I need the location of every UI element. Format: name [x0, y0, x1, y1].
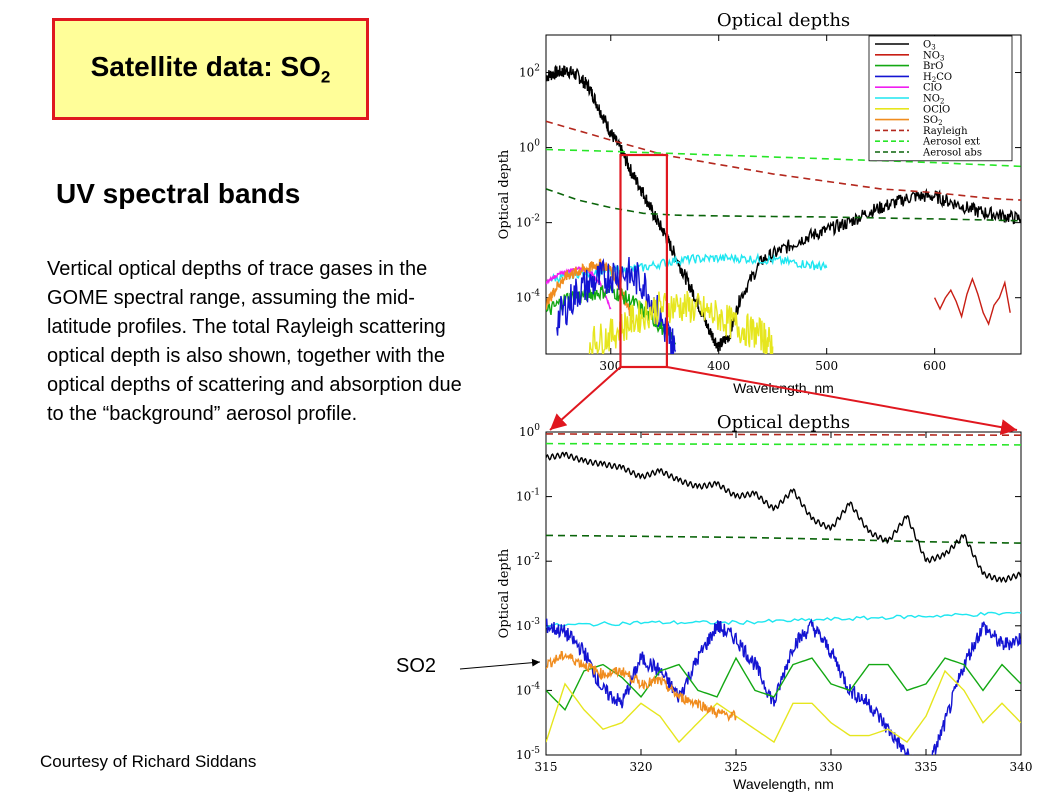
chart-2: Optical depths 315 320 325 330 335 340 100 10-1 1…: [497, 412, 1032, 792]
x-tick-label: 325: [725, 760, 748, 774]
y-tick-label: 100: [519, 139, 540, 155]
y-tick-label: 100: [519, 423, 540, 439]
x-tick-label: 600: [923, 359, 946, 373]
x-tick-label: 500: [815, 359, 838, 373]
x-tick-label: 340: [1010, 760, 1033, 774]
plot-area: [546, 64, 1021, 354]
series-oclo: [546, 669, 1021, 744]
series-aerosol-ext: [546, 148, 1021, 168]
y-tick-label: 10-5: [516, 746, 540, 762]
series-no2: [546, 611, 1021, 628]
series-aerosol-abs: [546, 534, 1021, 544]
x-tick-label: 300: [599, 359, 622, 373]
y-tick-label: 10-2: [516, 214, 540, 230]
series-o3: [546, 451, 1021, 584]
zoom-arrow-right: [666, 366, 1018, 436]
y-tick-label: 10-4: [516, 289, 540, 305]
legend-label: OClO: [923, 104, 950, 115]
zoom-arrow-left: [549, 366, 622, 431]
section-heading: UV spectral bands: [56, 178, 301, 209]
y-axis-label: Optical depth: [497, 149, 512, 239]
slide-title: Satellite data: SO2: [90, 50, 331, 87]
y-tick-label: 10-3: [516, 617, 540, 633]
legend-label: H2CO: [923, 72, 952, 84]
so2-annotation-label: SO2: [396, 655, 437, 677]
legend-label: Aerosol abs: [922, 148, 982, 159]
y-tick-label: 102: [519, 64, 540, 80]
y-tick-label: 10-2: [516, 552, 540, 568]
legend-label: O3: [923, 40, 936, 52]
series-o3: [546, 64, 1021, 352]
legend-label: NO2: [923, 94, 944, 106]
series-oclo: [588, 290, 774, 354]
series-bro: [546, 656, 1021, 712]
legend-label: ClO: [923, 83, 942, 94]
y-tick-label: 10-1: [516, 488, 540, 504]
plot-area: [546, 433, 1021, 755]
series-aerosol-ext: [546, 442, 1021, 446]
series-aerosol-abs: [546, 188, 1021, 222]
legend: O3NO3BrOH2COClONO2OClOSO2RayleighAerosol…: [868, 35, 1013, 162]
courtesy-credit: Courtesy of Richard Siddans: [40, 752, 257, 771]
series-rayleigh: [546, 120, 1021, 201]
series-no2: [550, 252, 828, 284]
series-rayleigh: [546, 433, 1021, 436]
y-tick-label: 10-4: [516, 681, 540, 697]
series-h2co: [546, 618, 1021, 755]
legend-label: BrO: [923, 61, 943, 72]
y-axis-label: Optical depth: [497, 548, 512, 638]
chart-title: Optical depths: [717, 412, 850, 433]
legend-label: Rayleigh: [923, 126, 968, 137]
plot-frame: [545, 431, 1022, 756]
so2-annotation-arrow: [459, 658, 541, 670]
series-so2: [546, 650, 737, 723]
x-tick-label: 335: [915, 760, 938, 774]
legend-label: Aerosol ext: [922, 137, 980, 148]
series-clo: [546, 266, 612, 310]
zoom-region-box: [619, 153, 669, 369]
legend-label: SO2: [923, 115, 943, 127]
title-box: Satellite data: SO2: [52, 18, 369, 120]
x-tick-label: 320: [630, 760, 653, 774]
series-no3: [933, 276, 1011, 326]
legend-label: NO3: [923, 50, 944, 62]
x-tick-label: 330: [820, 760, 843, 774]
chart-title: Optical depths: [717, 10, 850, 31]
description-text: Vertical optical depths of trace gases i…: [47, 258, 462, 425]
x-tick-label: 315: [535, 760, 558, 774]
chart-1: Optical depths 300 400 500 600 102 100 10-2 10-4…: [497, 10, 1022, 396]
plot-frame: [545, 34, 1022, 355]
x-tick-label: 400: [707, 359, 730, 373]
x-axis-label: Wavelength, nm: [733, 776, 834, 792]
series-h2co: [556, 256, 677, 354]
